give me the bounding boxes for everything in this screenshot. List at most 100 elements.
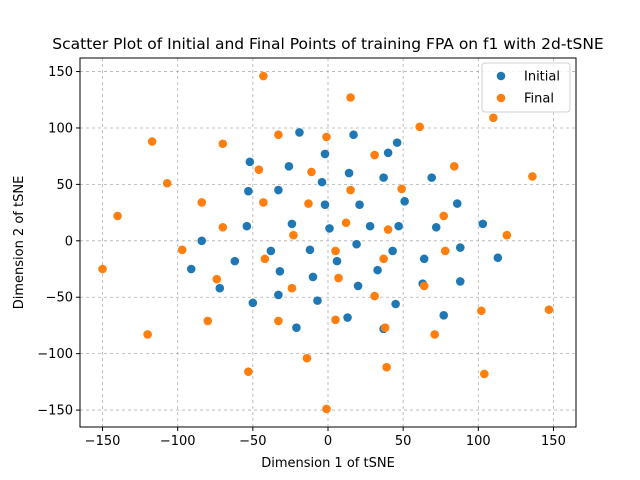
data-point-final xyxy=(218,222,228,232)
data-point-final xyxy=(197,198,207,207)
data-point-initial xyxy=(313,296,322,305)
data-point-final xyxy=(302,353,312,363)
data-point-initial xyxy=(274,290,283,300)
data-point-initial xyxy=(352,239,361,249)
data-point-initial xyxy=(493,253,503,263)
data-point-initial xyxy=(427,173,437,182)
data-point-initial xyxy=(244,186,253,196)
x-tick-label: −100 xyxy=(160,434,196,449)
data-point-initial xyxy=(308,272,318,282)
legend-label-initial: Initial xyxy=(524,70,560,85)
data-point-final xyxy=(346,93,355,102)
data-point-final xyxy=(341,218,351,228)
axis-ticks: −150 −100 −50 0 50 100 150 −150 −100 −50 0 50 100 150 xyxy=(37,65,566,449)
data-point-final xyxy=(477,306,486,316)
data-point-final xyxy=(203,316,213,326)
data-point-initial xyxy=(478,219,488,229)
data-point-initial xyxy=(373,265,382,275)
data-point-final xyxy=(480,369,489,379)
data-point-initial xyxy=(320,149,330,159)
y-tick-label: 150 xyxy=(48,65,73,80)
data-point-final xyxy=(322,404,331,414)
data-point-initial xyxy=(332,256,342,266)
data-point-final xyxy=(440,246,450,256)
data-point-final xyxy=(397,184,406,194)
data-point-final xyxy=(380,323,390,332)
data-point-initial xyxy=(439,310,449,320)
x-tick-label: 50 xyxy=(395,434,412,449)
data-point-initial xyxy=(274,185,283,195)
data-point-final xyxy=(419,281,429,291)
data-point-final xyxy=(528,172,537,181)
data-point-initial xyxy=(292,323,301,332)
data-point-initial xyxy=(431,222,441,232)
data-point-initial xyxy=(186,264,196,274)
data-point-initial xyxy=(392,138,402,147)
data-point-initial xyxy=(452,199,462,208)
data-point-initial xyxy=(344,168,354,178)
data-point-initial xyxy=(266,246,276,256)
data-point-final xyxy=(212,274,222,284)
data-points xyxy=(98,71,554,414)
data-point-final xyxy=(544,305,554,314)
data-point-final xyxy=(98,264,107,274)
x-tick-label: 0 xyxy=(324,434,332,449)
data-point-final xyxy=(439,211,449,221)
data-point-final xyxy=(379,254,388,264)
data-point-final xyxy=(489,113,498,123)
data-point-final xyxy=(254,165,264,175)
data-point-initial xyxy=(355,200,364,209)
data-point-final xyxy=(334,273,343,283)
chart-title: Scatter Plot of Initial and Final Points… xyxy=(52,35,603,53)
data-point-final xyxy=(430,330,440,339)
data-point-final xyxy=(244,367,253,377)
data-point-initial xyxy=(230,256,240,266)
y-tick-label: −100 xyxy=(37,347,73,362)
legend-marker-initial xyxy=(496,71,506,81)
data-point-initial xyxy=(419,254,429,264)
data-point-initial xyxy=(275,266,285,276)
data-point-final xyxy=(331,246,340,256)
y-tick-label: −50 xyxy=(46,291,73,306)
x-tick-label: 150 xyxy=(541,434,566,449)
data-point-final xyxy=(370,291,379,301)
x-tick-label: −150 xyxy=(85,434,121,449)
data-point-initial xyxy=(349,130,358,140)
data-point-initial xyxy=(383,148,393,158)
data-point-final xyxy=(287,283,297,293)
data-point-initial xyxy=(388,246,397,256)
y-tick-label: −150 xyxy=(37,404,73,419)
data-point-final xyxy=(307,167,316,177)
data-point-initial xyxy=(343,313,352,322)
data-point-final xyxy=(259,198,268,207)
data-point-initial xyxy=(365,221,375,231)
data-point-final xyxy=(383,225,393,234)
data-point-final xyxy=(370,150,379,160)
data-point-final xyxy=(259,71,268,81)
data-point-final xyxy=(331,315,340,325)
data-point-final xyxy=(304,199,313,208)
data-point-final xyxy=(218,139,228,149)
data-point-initial xyxy=(248,298,258,308)
legend-marker-final xyxy=(496,93,506,103)
data-point-final xyxy=(322,132,331,142)
data-point-initial xyxy=(391,299,400,309)
data-point-final xyxy=(274,316,283,326)
data-point-final xyxy=(415,122,424,132)
data-point-final xyxy=(260,254,270,264)
data-point-initial xyxy=(317,177,327,187)
data-point-initial xyxy=(305,245,315,255)
data-point-final xyxy=(502,230,512,240)
data-point-initial xyxy=(394,221,403,231)
data-point-initial xyxy=(287,219,297,229)
y-tick-label: 50 xyxy=(56,178,73,193)
data-point-final xyxy=(449,162,459,171)
legend: Initial Final xyxy=(481,62,571,113)
data-point-final xyxy=(274,130,283,140)
x-axis-label: Dimension 1 of tSNE xyxy=(261,456,395,471)
data-point-initial xyxy=(325,224,334,233)
data-point-initial xyxy=(245,157,255,167)
data-point-final xyxy=(289,230,298,240)
x-tick-label: −50 xyxy=(239,434,266,449)
